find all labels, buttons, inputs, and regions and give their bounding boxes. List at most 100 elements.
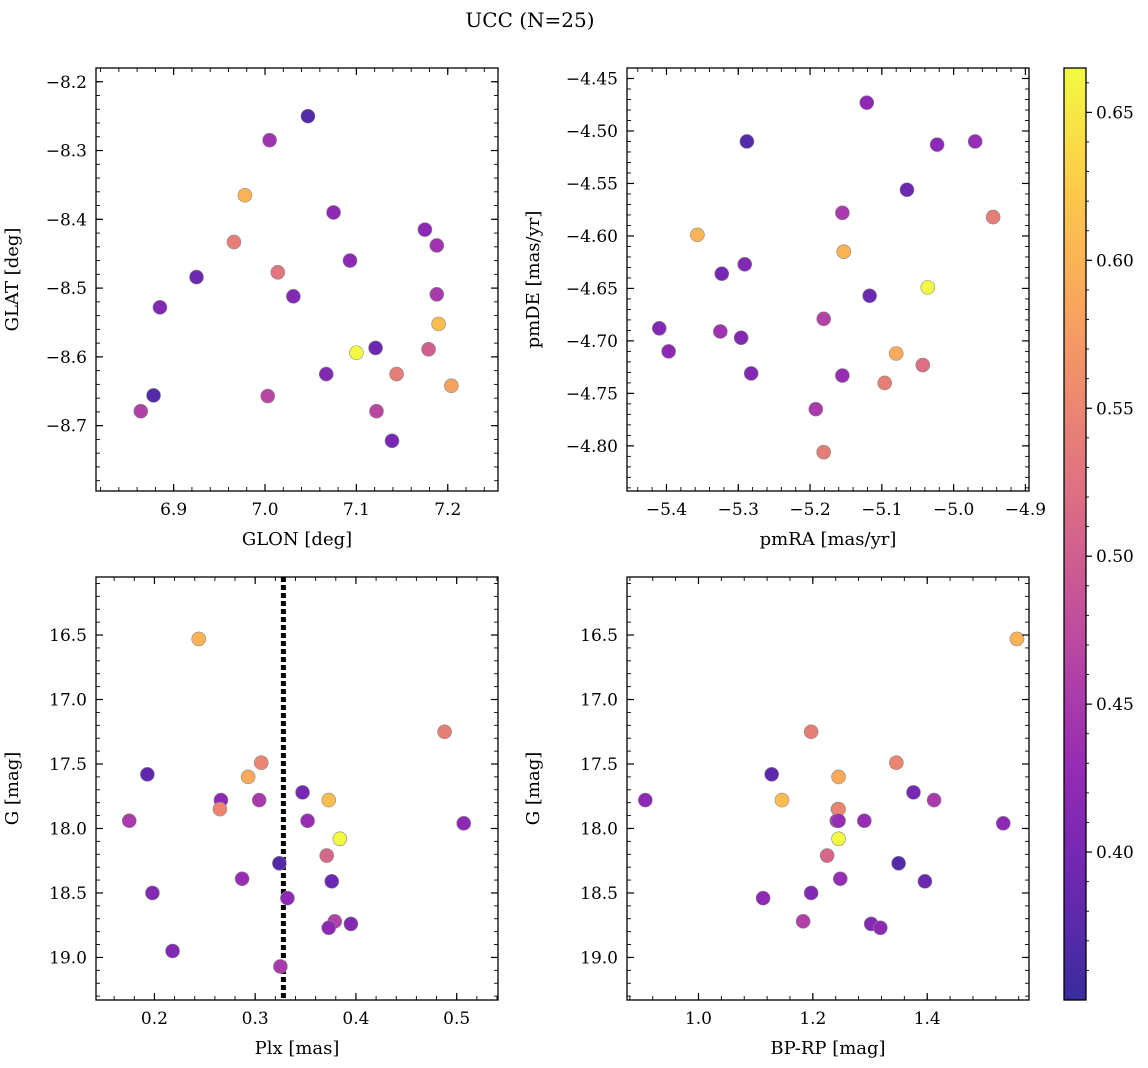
data-point [877, 375, 893, 391]
data-point [888, 346, 904, 361]
data-point [421, 342, 436, 357]
data-point [342, 253, 358, 268]
data-point [967, 134, 983, 149]
data-point [926, 792, 942, 808]
data-point [456, 816, 472, 831]
data-point [349, 345, 364, 361]
y-axis-label: pmDE [mas/yr] [523, 211, 544, 349]
data-point [272, 855, 287, 871]
y-tick-label: 18.0 [580, 819, 618, 839]
data-point [429, 238, 445, 253]
y-tick-label: 17.5 [49, 755, 87, 775]
colorbar-gradient [1063, 67, 1087, 1001]
y-tick-label: 17.0 [580, 691, 618, 711]
data-point [889, 755, 904, 771]
x-tick-label: 7.1 [343, 500, 370, 520]
y-axis-label: GLAT [deg] [2, 228, 23, 332]
y-tick-label: −8.3 [46, 142, 87, 162]
data-point [859, 95, 875, 110]
data-point [417, 222, 433, 237]
data-point [431, 316, 446, 332]
y-tick-label: −4.45 [566, 69, 618, 89]
x-tick-label: 0.2 [141, 1009, 168, 1029]
data-point [832, 871, 848, 887]
y-tick-label: −4.50 [566, 122, 618, 142]
data-point [929, 137, 945, 152]
data-point [857, 813, 872, 829]
x-axis-label: GLON [deg] [242, 529, 352, 550]
y-tick-label: 16.5 [580, 626, 618, 646]
data-point [819, 848, 835, 863]
y-tick-label: −8.5 [46, 279, 87, 299]
figure-title: UCC (N=25) [465, 8, 594, 32]
colorbar-tick-label: 0.50 [1096, 547, 1134, 567]
y-tick-label: −4.55 [566, 174, 618, 194]
data-point [862, 288, 877, 304]
data-point [273, 959, 288, 974]
y-tick-label: −8.4 [46, 210, 87, 230]
data-point [733, 330, 749, 346]
data-point [326, 205, 341, 220]
colorbar-tick-label: 0.45 [1096, 695, 1134, 715]
x-tick-label: 0.5 [443, 1009, 470, 1029]
data-point [262, 132, 277, 148]
data-point [816, 311, 831, 327]
x-tick-label: −5.1 [861, 500, 902, 520]
data-point [237, 187, 253, 203]
data-point [240, 769, 256, 785]
data-point [280, 890, 295, 906]
data-point [985, 209, 1001, 225]
data-point [133, 403, 149, 419]
pmra-pmde-panel: −5.4 −5.3 −5.2 −5.1 −5.0 −4.9 −4.45 −4.50 −4.55 −… [523, 67, 1046, 550]
y-tick-label: −4.65 [566, 279, 618, 299]
data-point [920, 280, 936, 295]
color-magnitude-panel: 1.0 1.2 1.4 16.5 17.0 17.5 18.0 18.5 19.0 BP-RP [… [523, 576, 1030, 1059]
data-point [835, 368, 850, 383]
data-point [191, 631, 207, 647]
data-point [835, 205, 850, 221]
y-axis-label: G [mag] [523, 752, 544, 825]
plot-frame [626, 576, 1030, 1001]
data-point [831, 813, 846, 829]
x-tick-label: 1.4 [914, 1009, 941, 1029]
data-point [891, 855, 906, 871]
x-axis-label: BP-RP [mag] [770, 1038, 885, 1059]
y-tick-label: −4.70 [566, 332, 618, 352]
data-point [324, 874, 340, 889]
x-tick-label: −5.0 [933, 500, 974, 520]
data-point [755, 890, 771, 906]
data-point [899, 182, 915, 198]
glon-glat-panel: 6.9 7.0 7.1 7.2 −8.2 −8.3 −8.4 −8.5 −8.6 −8.7 GLON… [2, 67, 499, 550]
colorbar-tick-label: 0.40 [1096, 843, 1134, 863]
data-point [189, 269, 204, 285]
plot-frame [95, 576, 499, 1001]
data-point [253, 755, 269, 771]
data-point [808, 401, 824, 417]
data-point [995, 816, 1011, 831]
data-point [652, 321, 667, 336]
x-tick-label: −4.9 [1005, 500, 1046, 520]
colorbar-tick-label: 0.55 [1096, 399, 1134, 419]
plx-g-panel: 0.2 0.3 0.4 0.5 16.5 17.0 17.5 18.0 18.5 19.0 Plx … [2, 576, 499, 1059]
y-tick-label: 19.0 [580, 948, 618, 968]
y-tick-label: 16.5 [49, 626, 87, 646]
data-point [1009, 631, 1025, 647]
data-point [300, 813, 315, 829]
y-axis-label: G [mag] [2, 752, 23, 825]
data-point [140, 767, 155, 782]
x-tick-label: 0.4 [342, 1009, 369, 1029]
data-point [145, 885, 160, 901]
data-point [332, 831, 348, 847]
x-tick-label: −5.4 [646, 500, 687, 520]
data-point [803, 724, 819, 740]
data-point [713, 324, 728, 339]
data-point [661, 344, 676, 359]
data-point [321, 920, 337, 936]
data-point [437, 724, 452, 740]
data-point [321, 792, 337, 808]
data-point [444, 378, 459, 394]
y-tick-label: −8.2 [46, 73, 87, 93]
y-tick-label: 18.5 [580, 884, 618, 904]
x-tick-label: −5.3 [718, 500, 759, 520]
